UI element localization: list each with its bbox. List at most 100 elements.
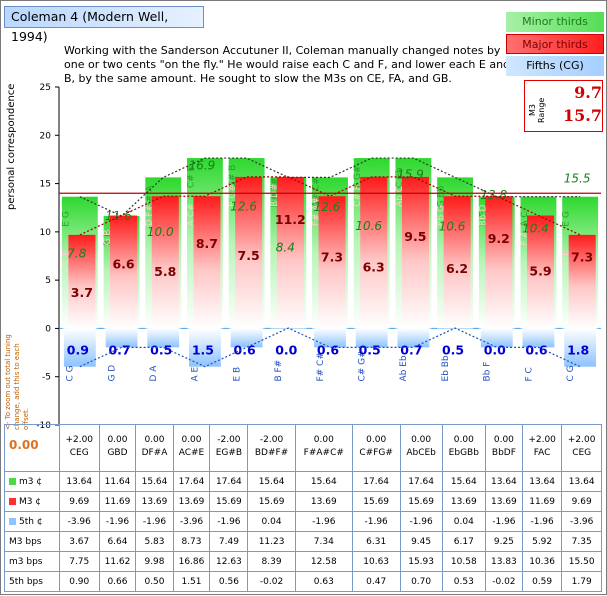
fifth-bar: [188, 328, 221, 367]
chord-label: EG#B: [215, 448, 243, 458]
table-cell: 17.64: [209, 471, 249, 492]
chord-header-cell: 0.00 AbCEb: [399, 424, 443, 472]
table-cell: 6.17: [441, 531, 486, 552]
table-cell: 13.69: [294, 491, 353, 512]
row-label: 5th ¢: [4, 511, 60, 532]
minor-note-label: F G#: [353, 166, 363, 189]
major-bps-label: 5.9: [529, 263, 551, 278]
offset-label: 0.00: [144, 435, 165, 445]
table-cell: 11.23: [247, 531, 296, 552]
table-cell: 0.50: [135, 571, 174, 592]
table-cell: 0.56: [209, 571, 249, 592]
fifth-bps-label: 0.0: [275, 343, 297, 358]
row-label: m3 ¢: [4, 471, 60, 492]
table-cell: -1.96: [399, 511, 443, 532]
chord-label: C#FG#: [359, 448, 393, 458]
table-row: M3 bps 3.67 6.64 5.83 8.73 7.49 11.23 7.34 6.31 9…: [4, 531, 602, 552]
fifth-bps-label: 0.7: [400, 343, 422, 358]
table-cell: 9.25: [484, 531, 523, 552]
fifth-bps-label: 0.5: [442, 343, 464, 358]
major-third-bar: [276, 176, 304, 329]
y-tick-label: 0: [45, 324, 51, 334]
minor-bps-label: 10.4: [522, 221, 549, 235]
table-cell: -1.96: [209, 511, 249, 532]
major-third-bar: [485, 196, 513, 329]
fifth-bar: [397, 328, 430, 348]
offset-label: 0.00: [181, 435, 202, 445]
fifth-bar: [147, 328, 180, 348]
table-cell: 6.64: [98, 531, 137, 552]
row-label-text: M3 ¢: [19, 496, 42, 507]
table-cell: 10.58: [441, 551, 486, 572]
table-cell: 0.66: [98, 571, 137, 592]
m3-range-low: 9.7: [574, 83, 602, 102]
minor-bps-label: 10.0: [147, 225, 174, 239]
table-cell: 15.64: [294, 471, 353, 492]
y-tick-label: -5: [42, 373, 51, 383]
fifth-bar: [105, 328, 138, 348]
row-label-text: 5th bps: [9, 576, 43, 587]
y-tick-label: 25: [40, 83, 51, 93]
table-cell: 0.04: [441, 511, 486, 532]
table-cell: 7.49: [209, 531, 249, 552]
fifth-note-label: B F#: [274, 360, 284, 382]
offset-label: 0.00: [366, 435, 387, 445]
minor-bps-label: 10.6: [355, 219, 382, 233]
fifth-note-label: C# G#: [358, 350, 368, 381]
fifth-bar: [564, 328, 597, 367]
minor-note-label: B D: [103, 230, 113, 246]
major-note-label: F A: [520, 230, 530, 245]
table-cell: 15.69: [351, 491, 401, 512]
minor-bps-label: 7.8: [67, 247, 86, 261]
chord-header-cell: 0.00 AC#E: [172, 424, 211, 472]
chord-header-cell: -2.00 BD#F#: [247, 424, 296, 472]
table-cell: 13.64: [561, 471, 602, 492]
major-bps-label: 6.2: [446, 261, 468, 276]
chord-label: CEG: [572, 448, 592, 458]
table-cell: -1.96: [135, 511, 174, 532]
minor-note-label: F# A: [145, 185, 155, 208]
major-note-label: G B: [103, 230, 113, 246]
y-tick-label: 15: [40, 180, 51, 190]
minor-note-label: A C: [520, 211, 530, 226]
fifth-bps-label: 0.6: [234, 343, 256, 358]
major-bps-label: 6.3: [363, 259, 385, 274]
row-label-text: m3 bps: [9, 556, 43, 567]
legend-fifths: Fifths (CG): [506, 56, 604, 76]
row-label: 5th bps: [4, 571, 60, 592]
table-cell: 8.39: [247, 551, 296, 572]
table-cell: 13.69: [135, 491, 174, 512]
offset-label: 0.00: [453, 435, 474, 445]
major-third-bar: [193, 196, 221, 329]
table-cell: 12.58: [294, 551, 353, 572]
table-cell: 10.36: [521, 551, 563, 572]
offset-label: 0.00: [107, 435, 128, 445]
chord-header-cell: 0.00 BbDF: [484, 424, 523, 472]
table-cell: 0.63: [294, 571, 353, 592]
offset-label: -2.00: [217, 435, 241, 445]
major-bps-label: 7.3: [321, 250, 343, 265]
table-cell: 13.69: [441, 491, 486, 512]
chord-header-cell: 0.00 DF#A: [135, 424, 174, 472]
table-cell: 0.59: [521, 571, 563, 592]
chord-header-cell: 0.00 EbGBb: [441, 424, 486, 472]
minor-note-label: D# F#: [270, 177, 280, 207]
major-third-bar: [401, 176, 429, 329]
table-cell: -3.96: [172, 511, 211, 532]
m3-range-box: [524, 80, 603, 132]
table-cell: 11.62: [98, 551, 137, 572]
offset-label: -2.00: [259, 435, 284, 445]
minor-bps-label: 15.5: [564, 172, 591, 186]
table-cell: 0.04: [247, 511, 296, 532]
fifth-note-label: F C: [524, 367, 534, 381]
table-cell: -3.96: [561, 511, 602, 532]
chord-label: FAC: [533, 448, 551, 458]
fifth-bar: [355, 328, 388, 348]
chord-header-cell: +2.00 FAC: [521, 424, 563, 472]
chord-label: GBD: [107, 448, 128, 458]
row-label-text: m3 ¢: [19, 476, 43, 487]
major-bps-label: 11.2: [275, 212, 306, 227]
table-cell: 15.69: [399, 491, 443, 512]
chord-header-cell: 0.00 C#FG#: [351, 424, 401, 472]
